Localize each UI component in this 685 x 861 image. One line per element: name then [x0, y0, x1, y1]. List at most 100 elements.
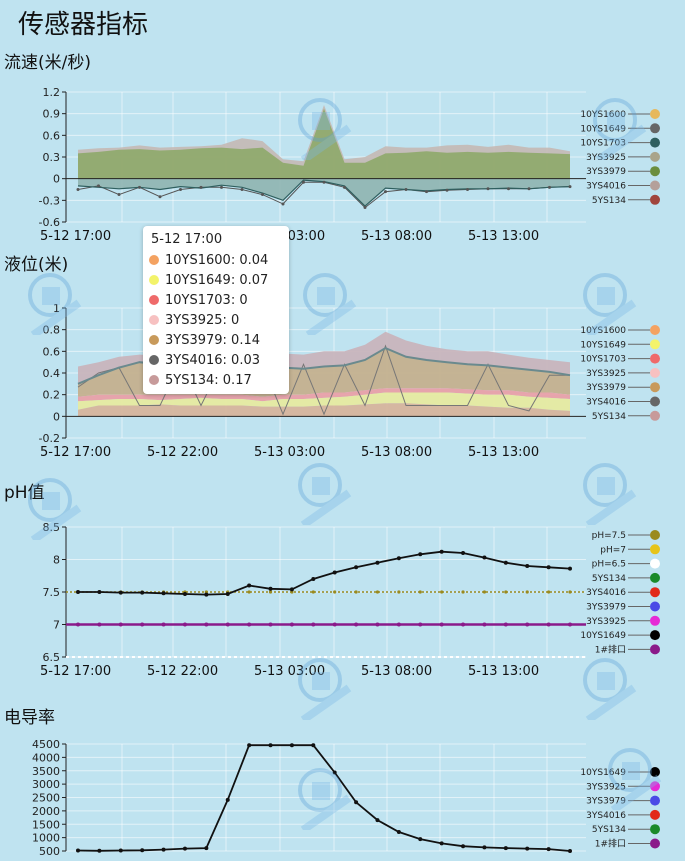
ref-point — [503, 622, 508, 627]
legend-label: 5YS134 — [592, 412, 626, 422]
data-point — [343, 185, 346, 189]
legend-item[interactable]: 3YS3979 — [586, 166, 660, 177]
data-point — [332, 770, 337, 775]
ref-point — [396, 622, 401, 627]
legend-item[interactable]: 3YS3979 — [586, 795, 660, 807]
ref-point — [204, 622, 209, 627]
data-point — [161, 847, 166, 852]
ph-chart[interactable]: 8.5 8 7.5 7 6.55-12 17:00 5-12 22:00 5-13 03:0… — [0, 515, 685, 685]
legend-item[interactable]: 5YS134 — [592, 572, 660, 584]
legend-item[interactable]: 3YS3925 — [586, 615, 660, 627]
ref-point — [440, 590, 444, 594]
watermark-logo-icon — [600, 740, 670, 814]
data-point — [140, 848, 145, 853]
data-point — [363, 206, 367, 210]
legend-item[interactable]: 10YS1649 — [580, 339, 660, 350]
x-tick-label: 5-13 08:00 — [361, 445, 432, 460]
ref-point — [546, 622, 551, 627]
flow-chart[interactable]: 1.20.90.60.30-0.3-0.65-12 17:00 5-13 03:0… — [0, 80, 685, 250]
ref-point — [161, 622, 166, 627]
legend-item[interactable]: 3YS3925 — [586, 781, 660, 792]
legend-item[interactable]: 10YS1649 — [580, 767, 660, 778]
data-point — [396, 829, 401, 834]
data-point — [117, 193, 121, 197]
legend-label: 10YS1703 — [580, 139, 626, 149]
x-tick-label: 5-12 22:00 — [147, 664, 218, 679]
tooltip-row: 10YS1600: 0.04 — [149, 250, 283, 270]
data-point — [375, 818, 380, 823]
section-title-ph: pH值 — [4, 483, 45, 503]
legend-marker-icon — [650, 367, 660, 378]
ref-point — [182, 622, 187, 627]
tooltip-dot-icon — [149, 275, 159, 285]
ref-point — [97, 622, 102, 627]
watermark-logo-icon — [585, 90, 655, 164]
legend-item[interactable]: 3YS4016 — [586, 587, 660, 598]
legend-item[interactable]: 3YS3925 — [586, 367, 660, 379]
legend-item[interactable]: 10YS1703 — [580, 353, 660, 365]
data-point — [204, 592, 209, 597]
legend-item[interactable]: 1#排口 — [595, 838, 660, 850]
data-point — [140, 590, 145, 595]
legend-item[interactable]: 5YS134 — [592, 194, 660, 206]
legend-item[interactable]: 3YS3925 — [586, 151, 660, 163]
tooltip-row-text: 10YS1703: 0 — [165, 292, 248, 308]
legend-item[interactable]: 5YS134 — [592, 824, 660, 835]
tooltip-row: 10YS1703: 0 — [149, 290, 283, 310]
legend-item[interactable]: 10YS1649 — [580, 630, 660, 641]
y-tick-label: 0 — [53, 173, 60, 186]
legend-item[interactable]: 3YS4016 — [586, 396, 660, 408]
legend-item[interactable]: 5YS134 — [592, 410, 660, 422]
ref-point — [140, 622, 145, 627]
legend-item[interactable]: 3YS4016 — [586, 180, 660, 192]
data-point — [225, 591, 230, 596]
section-title-flow: 流速(米/秒) — [4, 53, 91, 73]
legend-item[interactable]: 10YS1649 — [580, 123, 660, 134]
legend-item[interactable]: 3YS3979 — [586, 382, 660, 393]
y-tick-label: 500 — [39, 845, 60, 858]
legend-label: 10YS1600 — [580, 326, 626, 336]
legend-label: 3YS3925 — [586, 617, 626, 627]
data-point — [179, 188, 182, 191]
data-point — [425, 190, 428, 194]
legend-marker-icon — [650, 325, 660, 335]
data-point — [204, 846, 209, 851]
legend-item[interactable]: 10YS1600 — [580, 109, 660, 120]
data-point — [138, 185, 141, 189]
legend-item[interactable]: pH=6.5 — [592, 558, 660, 570]
tooltip-row-text: 10YS1649: 0.07 — [165, 272, 269, 288]
legend-item[interactable]: 10YS1703 — [580, 137, 660, 149]
watermark-logo-icon — [20, 265, 90, 339]
ref-point — [247, 590, 251, 594]
area-flow-green — [78, 108, 570, 179]
ref-point — [375, 590, 380, 594]
data-point — [281, 202, 285, 206]
legend-marker-icon — [650, 166, 660, 177]
tooltip-dot-icon — [149, 335, 159, 345]
line-conductivity — [77, 744, 571, 852]
legend-item[interactable]: 10YS1600 — [580, 325, 660, 336]
legend-label: 5YS134 — [592, 574, 626, 584]
legend-marker-icon — [650, 587, 660, 598]
legend-label: 3YS3925 — [586, 369, 626, 379]
line-level — [77, 344, 570, 416]
data-point — [247, 743, 252, 748]
data-point — [332, 570, 337, 575]
data-point — [546, 847, 551, 852]
y-tick-label: 3000 — [32, 778, 60, 791]
ref-point — [311, 590, 315, 594]
data-point — [384, 190, 387, 194]
legend-item[interactable]: 3YS4016 — [586, 809, 660, 821]
legend-item[interactable]: 1#排口 — [595, 643, 660, 655]
tooltip-row-text: 10YS1600: 0.04 — [165, 252, 269, 268]
level-chart[interactable]: 1 0.8 0.6 0.4 0.2 0 -0.25-12 17:00 5-12 22:00 5-… — [0, 296, 685, 466]
legend-marker-icon — [650, 410, 660, 421]
ref-point — [504, 590, 508, 594]
legend-label: 3YS3979 — [586, 383, 626, 393]
legend-item[interactable]: pH=7 — [600, 544, 660, 555]
x-tick-label: 5-13 08:00 — [361, 664, 432, 679]
legend-item[interactable]: 3YS3979 — [586, 601, 660, 613]
y-tick-label: 0.6 — [43, 129, 61, 142]
legend-item[interactable]: pH=7.5 — [592, 530, 660, 541]
